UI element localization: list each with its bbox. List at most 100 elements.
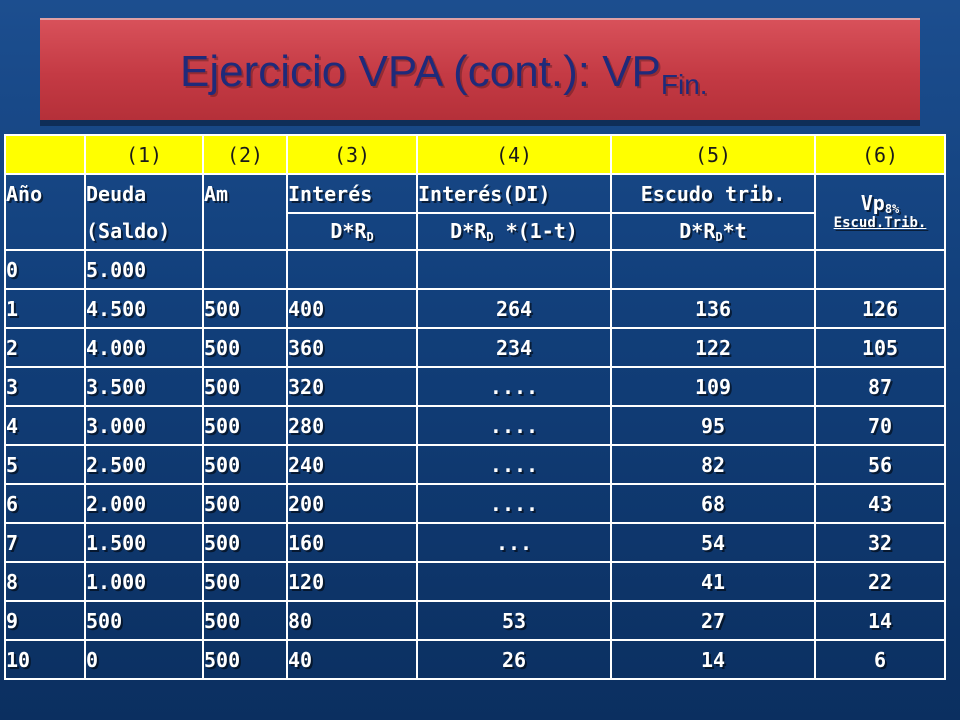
cell-vp: 22: [814, 561, 946, 602]
cell-year: 7: [4, 522, 86, 563]
header-vp-wrap: Vp8%: [817, 191, 943, 216]
cell-year: 6: [4, 483, 86, 524]
cell-deuda: 3.000: [84, 405, 204, 446]
cell-year: 10: [4, 639, 86, 680]
column-number: (2): [202, 134, 288, 175]
formula-interes-sub: D: [366, 229, 374, 244]
table-row: 9 500 500 80 53 27 14: [4, 600, 946, 641]
slide-title: Ejercicio VPA (cont.): VPFin.: [180, 50, 708, 99]
table-row: 5 2.500 500 240.... 82 56: [4, 444, 946, 485]
cell-vp: 70: [814, 405, 946, 446]
formula-di-text: D*R: [450, 218, 487, 243]
cell-year: 0: [4, 249, 86, 290]
cell-escudo: 122: [610, 327, 816, 368]
table-row: 1 4.500 500 400 264 136 126: [4, 288, 946, 329]
formula-escudo-tail: *t: [722, 218, 747, 243]
formula-di-tail: *(1-t): [493, 218, 578, 243]
formula-row: (Saldo) D*RD D*RD *(1-t) D*RD*t: [4, 212, 945, 251]
debt-table: (1) (2) (3) (4) (5) (6) Año Deuda Am Int…: [4, 134, 946, 680]
cell-interes-di: ....: [416, 366, 612, 407]
column-number: [4, 134, 86, 175]
table-row: 0 5.000: [4, 249, 946, 290]
cell-deuda: 3.500: [84, 366, 204, 407]
column-number-row: (1) (2) (3) (4) (5) (6): [4, 134, 946, 175]
header-vp: Vp8% Escud.Trib.: [814, 174, 946, 250]
table-row: 7 1.500 500 160... 54 32: [4, 522, 946, 563]
formula-escudo: D*RD*t: [610, 212, 816, 251]
cell-interes-di: ....: [416, 405, 612, 446]
column-number: (1): [84, 134, 204, 175]
cell-am: 500: [202, 444, 288, 485]
cell-escudo: 41: [610, 561, 816, 602]
title-shadow: [40, 120, 920, 126]
cell-escudo: 68: [610, 483, 816, 524]
cell-deuda: 1.500: [84, 522, 204, 563]
cell-interes-di: 53: [416, 600, 612, 641]
cell-vp: [814, 249, 946, 290]
cell-interes-di: ....: [416, 444, 612, 485]
cell-escudo: 109: [610, 366, 816, 407]
cell-interes: 200: [286, 483, 418, 524]
column-number: (3): [286, 134, 418, 175]
header-interes-di: Interés(DI): [416, 173, 612, 214]
cell-deuda: 2.500: [84, 444, 204, 485]
title-banner: [40, 18, 920, 126]
cell-deuda: 0: [84, 639, 204, 680]
cell-interes: 120: [286, 561, 418, 602]
cell-vp: 126: [814, 288, 946, 329]
formula-interes: D*RD: [286, 212, 418, 251]
formula-di-sub: D: [486, 229, 494, 244]
column-number: (6): [814, 134, 946, 175]
cell-year: 8: [4, 561, 86, 602]
cell-escudo: 95: [610, 405, 816, 446]
header-vp-label: Vp: [860, 191, 885, 216]
cell-escudo: 14: [610, 639, 816, 680]
header-ano: Año: [4, 174, 86, 213]
cell-interes-di: ...: [416, 522, 612, 563]
cell-escudo: 82: [610, 444, 816, 485]
header-am: Am: [202, 174, 288, 213]
cell-year: 5: [4, 444, 86, 485]
cell-year: 2: [4, 327, 86, 368]
cell-interes: 360: [286, 327, 418, 368]
cell-year: 3: [4, 366, 86, 407]
formula-interes-di: D*RD *(1-t): [416, 212, 612, 251]
cell-escudo: 136: [610, 288, 816, 329]
cell-interes-di: ....: [416, 483, 612, 524]
cell-am: 500: [202, 288, 288, 329]
title-main: Ejercicio VPA (cont.): VP: [180, 47, 661, 96]
cell-vp: 32: [814, 522, 946, 563]
cell-year: 4: [4, 405, 86, 446]
cell-interes: [286, 249, 418, 290]
table-row: 6 2.000 500 200.... 68 43: [4, 483, 946, 524]
header-interes: Interés: [286, 173, 418, 214]
cell-year: 9: [4, 600, 86, 641]
cell-deuda: 4.000: [84, 327, 204, 368]
formula-escudo-sub: D: [715, 229, 723, 244]
cell-deuda: 500: [84, 600, 204, 641]
cell-deuda: 5.000: [84, 249, 204, 290]
header-saldo: (Saldo): [84, 213, 204, 250]
cell-deuda: 2.000: [84, 483, 204, 524]
header-blank: [4, 213, 86, 250]
cell-escudo: 27: [610, 600, 816, 641]
cell-year: 1: [4, 288, 86, 329]
cell-interes: 160: [286, 522, 418, 563]
cell-vp: 56: [814, 444, 946, 485]
cell-vp: 14: [814, 600, 946, 641]
cell-escudo: 54: [610, 522, 816, 563]
header-blank: [202, 213, 288, 250]
table-row: 3 3.500 500 320.... 109 87: [4, 366, 946, 407]
cell-vp: 87: [814, 366, 946, 407]
cell-interes: 40: [286, 639, 418, 680]
cell-interes-di: 234: [416, 327, 612, 368]
table-row: 8 1.000 500 120 41 22: [4, 561, 946, 602]
cell-escudo: [610, 249, 816, 290]
cell-interes-di: 26: [416, 639, 612, 680]
table-row: 10 0 500 40 26 14 6: [4, 639, 946, 680]
table-row: 4 3.000 500 280.... 95 70: [4, 405, 946, 446]
cell-am: 500: [202, 522, 288, 563]
cell-interes: 320: [286, 366, 418, 407]
header-vp-note: Escud.Trib.: [833, 214, 927, 231]
column-number: (5): [610, 134, 816, 175]
